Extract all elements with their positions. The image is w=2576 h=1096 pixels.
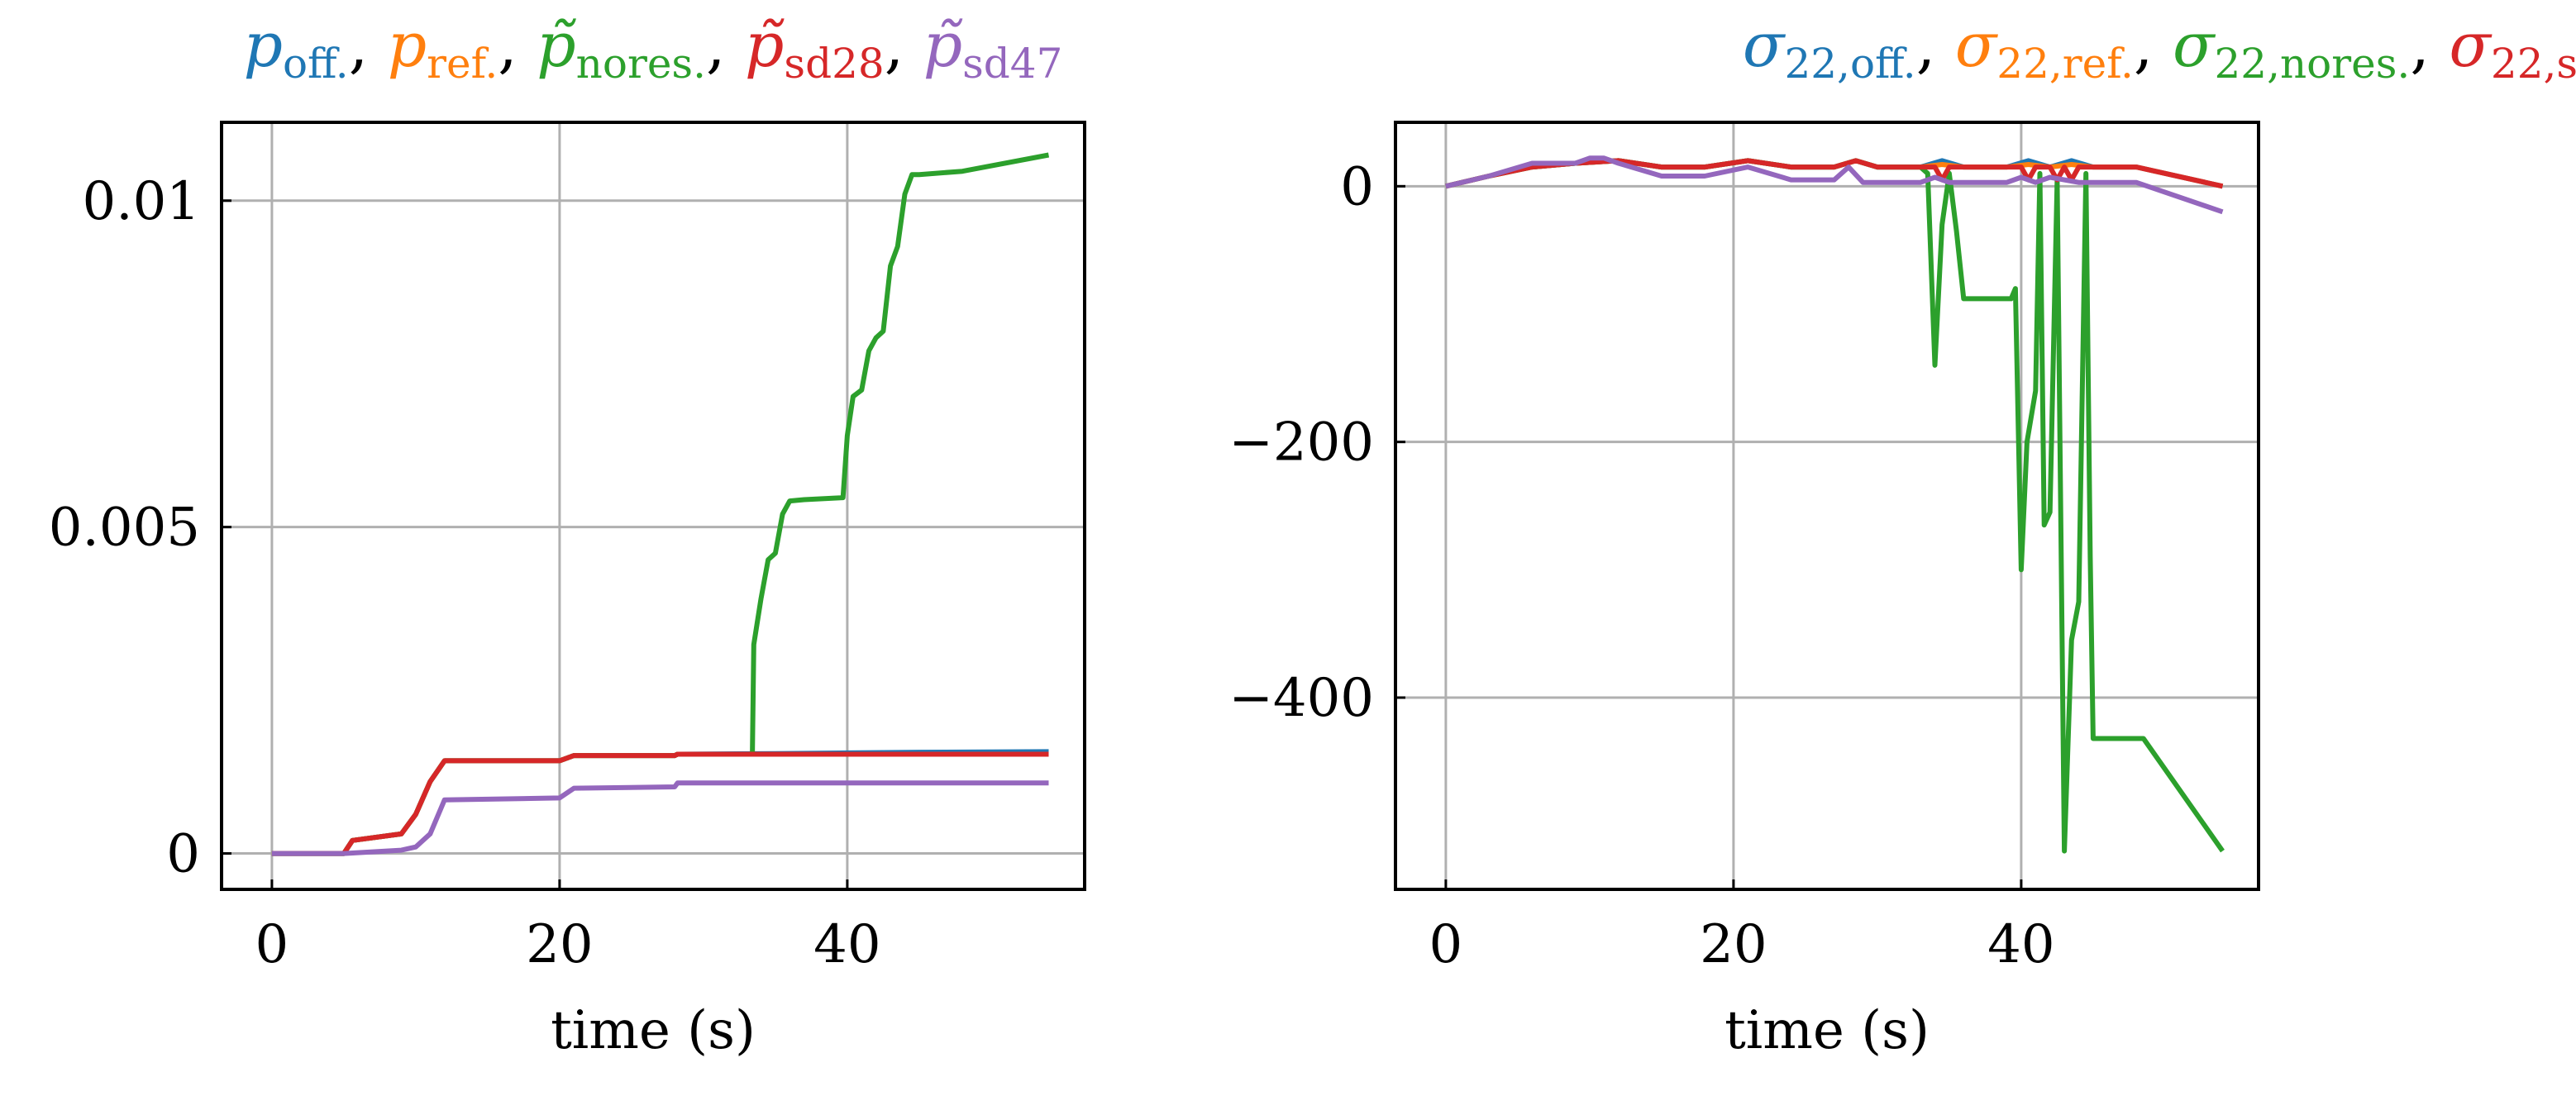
series-line-sigma-22-nores- [1445,158,2225,854]
legend-subscript: 22,ref. [1996,40,2134,88]
x-axis-title: time (s) [551,1000,756,1061]
legend-subscript: sd47 [962,40,1062,88]
legend-symbol: p̃ [745,10,785,81]
legend-separator: , [349,10,388,81]
axes-frame [220,121,1086,891]
legend-separator: , [885,10,923,81]
x-axis-title: time (s) [1724,1000,1930,1061]
x-tick-label: 40 [813,914,880,975]
series-line-p-sd47 [271,780,1049,856]
legend: σ22,off., σ22,ref., σ22,nores., σ22,sd28… [1743,10,2576,88]
legend-symbol: p̃ [923,10,963,81]
x-tick-label: 20 [1700,914,1767,975]
legend-subscript: 22,sd28 [2491,40,2576,88]
series-line-p-sd28 [271,751,1049,856]
x-tick-label: 40 [1987,914,2054,975]
legend-subscript: off. [283,40,349,88]
legend-subscript: sd28 [784,40,884,88]
series-line-sigma-22-sd47 [1445,155,2224,215]
y-tick-label: −400 [1228,668,1374,729]
legend-separator: , [1916,10,1955,81]
legend-subscript: nores. [576,40,706,88]
legend-symbol: σ [1955,10,1999,81]
legend-symbol: σ [2449,10,2493,81]
x-tick-label: 20 [526,914,593,975]
y-tick-label: 0 [1340,156,1374,217]
legend-symbol: p [388,10,427,81]
legend-symbol: σ [1743,10,1787,81]
legend-separator: , [706,10,745,81]
legend-subscript: 22,off. [1784,40,1915,88]
axes-frame [1394,121,2260,891]
series-line-p-nores- [271,152,1050,856]
legend-subscript: ref. [427,40,498,88]
y-tick-label: −200 [1228,412,1374,474]
legend-subscript: 22,nores. [2214,40,2410,88]
y-tick-label: 0.005 [49,498,200,559]
y-tick-label: 0.01 [83,171,201,232]
legend-separator: , [2410,10,2449,81]
legend-symbol: p̃ [537,10,576,81]
x-tick-label: 0 [255,914,289,975]
legend-symbol: σ [2173,10,2216,81]
legend: poff., pref., p̃nores., p̃sd28, p̃sd47 [244,10,1063,88]
legend-symbol: p [244,10,283,81]
legend-separator: , [2134,10,2173,81]
series-line-p-ref- [271,751,1049,856]
x-tick-label: 0 [1429,914,1463,975]
y-tick-label: 0 [166,824,200,885]
series-line-p-off- [271,749,1049,856]
legend-separator: , [498,10,537,81]
